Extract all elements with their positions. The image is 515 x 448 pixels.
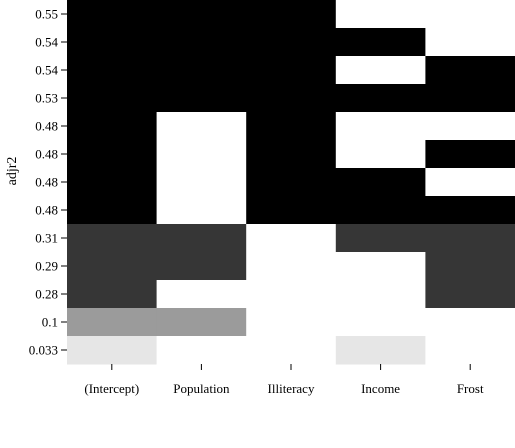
heatmap-cell-r4-intercept [67, 112, 158, 141]
heatmap-cell-r8-population [156, 224, 247, 253]
y-tick-label: 0.53 [35, 91, 58, 106]
y-tick-label: 0.48 [35, 119, 58, 134]
heatmap-cell-r10-frost [425, 280, 515, 309]
heatmap-cell-r0-population [156, 0, 247, 29]
x-tick-label: (Intercept) [84, 381, 139, 396]
heatmap-cell-r9-frost [425, 252, 515, 281]
heatmap-cell-r1-frost [425, 28, 515, 57]
heatmap-cell-r8-frost [425, 224, 515, 253]
heatmap-cell-r6-income [335, 168, 426, 197]
heatmap-cell-r5-income [335, 140, 426, 169]
y-tick-label: 0.48 [35, 203, 58, 218]
heatmap-cell-r6-intercept [67, 168, 158, 197]
heatmap-cell-r1-illiteracy [246, 28, 337, 57]
x-tick-label: Income [361, 381, 400, 396]
heatmap-cell-r9-income [335, 252, 426, 281]
heatmap-cell-r4-population [156, 112, 247, 141]
heatmap-cell-r9-population [156, 252, 247, 281]
heatmap-cell-r3-income [335, 84, 426, 113]
y-tick-label: 0.48 [35, 147, 58, 162]
heatmap-cell-r5-intercept [67, 140, 158, 169]
x-axis: (Intercept) Population Illiteracy Income Fro… [84, 364, 484, 396]
x-tick-label: Illiteracy [268, 381, 315, 396]
heatmap-cell-r2-population [156, 56, 247, 85]
heatmap-cell-r4-frost [425, 112, 515, 141]
heatmap-cell-r11-illiteracy [246, 308, 337, 337]
heatmap-cell-r12-illiteracy [246, 336, 337, 365]
y-tick-label: 0.54 [35, 63, 58, 78]
heatmap-cell-r11-income [335, 308, 426, 337]
heatmap-cell-r10-illiteracy [246, 280, 337, 309]
heatmap-cell-r3-illiteracy [246, 84, 337, 113]
heatmap-cell-r2-intercept [67, 56, 158, 85]
heatmap-cell-r8-illiteracy [246, 224, 337, 253]
y-tick-label: 0.29 [35, 259, 58, 274]
y-tick-label: 0.48 [35, 175, 58, 190]
y-tick-label: 0.28 [35, 287, 58, 302]
y-axis: 0.55 0.54 0.54 0.53 0.48 0.48 0.48 0.48 0.31 0.29… [29, 7, 67, 358]
heatmap-cell-r4-illiteracy [246, 112, 337, 141]
heatmap-cell-r3-frost [425, 84, 515, 113]
heatmap-cell-r0-frost [425, 0, 515, 29]
heatmap-cells [67, 0, 515, 365]
heatmap-cell-r6-frost [425, 168, 515, 197]
heatmap-cell-r8-intercept [67, 224, 158, 253]
heatmap-cell-r6-illiteracy [246, 168, 337, 197]
y-tick-label: 0.54 [35, 35, 58, 50]
heatmap-cell-r2-illiteracy [246, 56, 337, 85]
heatmap-cell-r8-income [335, 224, 426, 253]
heatmap-cell-r12-intercept [67, 336, 158, 365]
heatmap-cell-r7-illiteracy [246, 196, 337, 225]
heatmap-cell-r10-intercept [67, 280, 158, 309]
heatmap-cell-r2-frost [425, 56, 515, 85]
heatmap-cell-r9-illiteracy [246, 252, 337, 281]
y-tick-label: 0.1 [42, 315, 58, 330]
heatmap-cell-r7-income [335, 196, 426, 225]
y-tick-label: 0.55 [35, 7, 58, 22]
heatmap-cell-r7-frost [425, 196, 515, 225]
heatmap-cell-r10-population [156, 280, 247, 309]
x-tick-label: Frost [457, 381, 484, 396]
heatmap-cell-r12-frost [425, 336, 515, 365]
heatmap-cell-r0-income [335, 0, 426, 29]
heatmap-cell-r7-intercept [67, 196, 158, 225]
heatmap-cell-r1-income [335, 28, 426, 57]
x-tick-label: Population [173, 381, 230, 396]
heatmap-cell-r1-intercept [67, 28, 158, 57]
heatmap-cell-r12-population [156, 336, 247, 365]
heatmap-cell-r3-population [156, 84, 247, 113]
y-axis-title: adjr2 [5, 157, 20, 186]
heatmap-cell-r3-intercept [67, 84, 158, 113]
y-tick-label: 0.033 [29, 343, 58, 358]
heatmap-cell-r9-intercept [67, 252, 158, 281]
heatmap-cell-r5-illiteracy [246, 140, 337, 169]
heatmap-cell-r4-income [335, 112, 426, 141]
heatmap-cell-r10-income [335, 280, 426, 309]
heatmap-cell-r2-income [335, 56, 426, 85]
heatmap-cell-r7-population [156, 196, 247, 225]
y-tick-label: 0.31 [35, 231, 58, 246]
heatmap-cell-r1-population [156, 28, 247, 57]
heatmap-cell-r6-population [156, 168, 247, 197]
heatmap-cell-r11-intercept [67, 308, 158, 337]
heatmap-cell-r5-population [156, 140, 247, 169]
heatmap-cell-r0-intercept [67, 0, 158, 29]
heatmap-cell-r11-frost [425, 308, 515, 337]
heatmap-cell-r0-illiteracy [246, 0, 337, 29]
heatmap-cell-r5-frost [425, 140, 515, 169]
heatmap-cell-r12-income [335, 336, 426, 365]
heatmap-cell-r11-population [156, 308, 247, 337]
